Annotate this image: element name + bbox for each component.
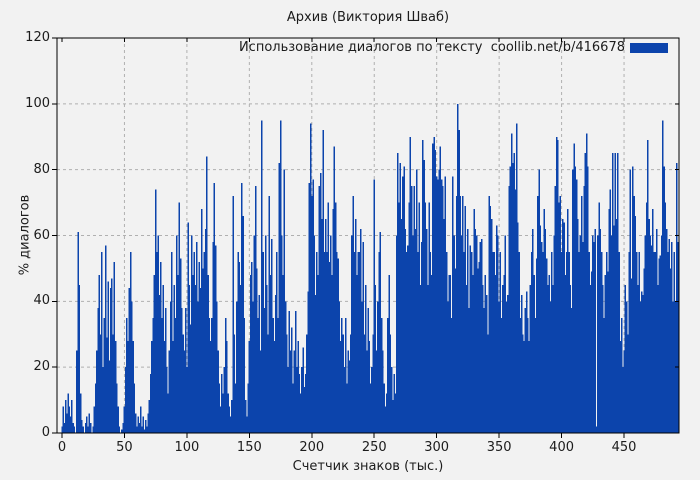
x-tick-label: 350 — [486, 440, 512, 455]
x-axis-label: Счетчик знаков (тыс.) — [292, 459, 444, 474]
x-tick-label: 0 — [57, 440, 67, 455]
x-tick-label: 250 — [361, 440, 387, 455]
y-tick-label: 100 — [25, 95, 50, 111]
x-tick-label: 150 — [236, 440, 262, 455]
legend-swatch — [630, 43, 668, 53]
y-axis-label: % диалогов — [17, 194, 33, 276]
chart-title: Архив (Виктория Шваб) — [286, 10, 450, 25]
x-tick-label: 400 — [549, 440, 574, 455]
y-tick-label: 80 — [33, 161, 50, 177]
y-tick-label: 120 — [25, 30, 50, 45]
bars-series — [61, 103, 679, 434]
x-tick-label: 50 — [116, 440, 133, 455]
x-tick-label: 300 — [424, 440, 450, 455]
y-tick-label: 20 — [33, 359, 50, 375]
x-tick-label: 450 — [611, 440, 637, 455]
x-tick-label: 200 — [299, 440, 325, 455]
legend-label: Использование диалогов по тексту coollib… — [238, 40, 625, 55]
y-tick-label: 60 — [33, 227, 50, 243]
y-tick-label: 40 — [33, 293, 50, 309]
y-tick-label: 0 — [41, 425, 50, 440]
x-tick-label: 100 — [174, 440, 200, 455]
